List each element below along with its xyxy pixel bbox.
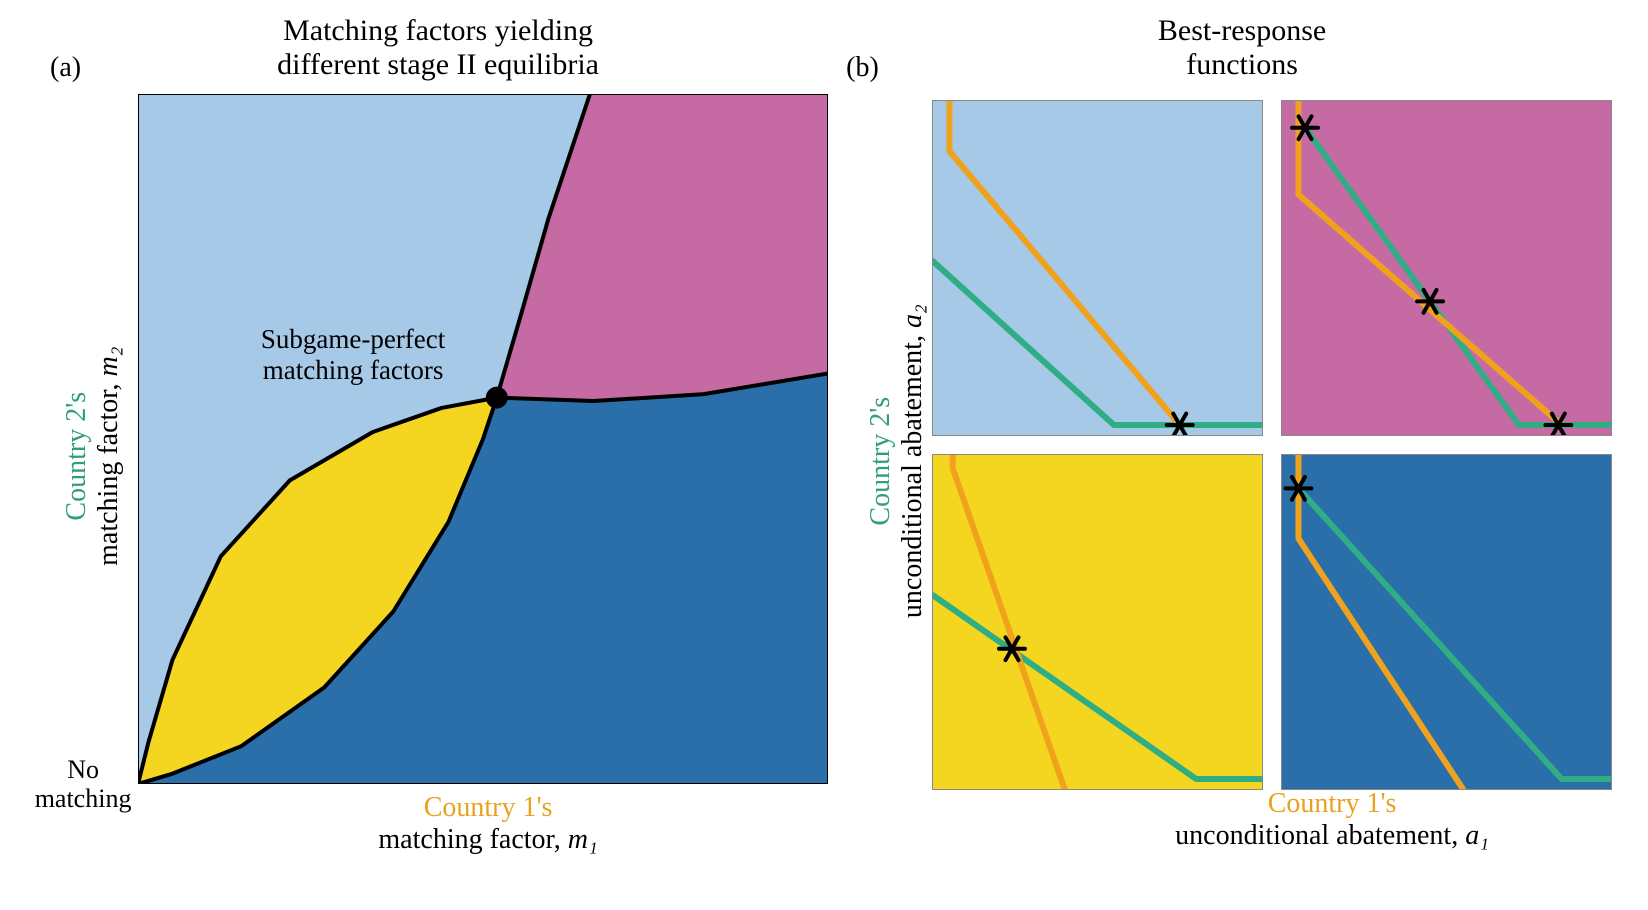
- panel-a-xlabel-line2: matching factor, m₁: [378, 824, 597, 855]
- panel-a-annotation: Subgame-perfect matching factors: [228, 324, 478, 386]
- panel-b-xlabel: Country 1's unconditional abatement, a₁: [1112, 788, 1552, 852]
- panel-a-ylabel-line2: matching factor, m₂: [93, 347, 124, 566]
- panel-a-xlabel: Country 1's matching factor, m₁: [308, 792, 668, 856]
- panel-b-title-line2: functions: [1186, 48, 1298, 81]
- panel-b-ylabel: Country 2's unconditional abatement, a₂: [865, 236, 929, 686]
- panel-a: (a) Matching factors yielding different …: [20, 10, 856, 890]
- panel-a-origin-label: No matching: [23, 756, 143, 813]
- panel-a-ylabel-line1: Country 2's: [61, 392, 92, 521]
- panel-a-title: Matching factors yielding different stag…: [277, 10, 599, 86]
- panel-b-label: (b): [846, 52, 879, 84]
- panel-b-title-line1: Best-response: [1158, 14, 1326, 47]
- panel-a-ylabel: Country 2's matching factor, m₂: [61, 231, 125, 681]
- panel-a-label: (a): [50, 52, 81, 84]
- panel-b-xlabel-line1: Country 1's: [1268, 788, 1397, 819]
- panel-a-annot-line2: matching factors: [263, 355, 444, 385]
- panel-b-xlabel-line2: unconditional abatement, a₁: [1175, 820, 1489, 851]
- panel-b-ylabel-line2: unconditional abatement, a₂: [897, 304, 928, 618]
- panel-b-ylabel-line1: Country 2's: [865, 397, 896, 526]
- panel-b-plot-wrapper: Country 2's unconditional abatement, a₂ …: [872, 94, 1612, 780]
- subplot-3: [1281, 454, 1612, 790]
- panel-b-title: Best-response functions: [1158, 10, 1326, 86]
- panel-a-origin-line2: matching: [35, 784, 132, 813]
- panel-a-title-line1: Matching factors yielding: [283, 14, 593, 47]
- panel-a-annot-line1: Subgame-perfect: [261, 324, 445, 354]
- panel-a-svg: [138, 94, 828, 784]
- figure-container: (a) Matching factors yielding different …: [0, 0, 1648, 910]
- subplot-0: [932, 100, 1263, 436]
- subplot-1: [1281, 100, 1612, 436]
- panel-a-plot: Country 2's matching factor, m₂ Country …: [138, 94, 828, 784]
- panel-a-origin-line1: No: [67, 755, 99, 784]
- panel-a-xlabel-line1: Country 1's: [424, 792, 553, 823]
- panel-a-title-line2: different stage II equilibria: [277, 48, 599, 81]
- panel-b: (b) Best-response functions Country 2's …: [856, 10, 1628, 890]
- subplot-2: [932, 454, 1263, 790]
- subplot-grid: [932, 100, 1612, 780]
